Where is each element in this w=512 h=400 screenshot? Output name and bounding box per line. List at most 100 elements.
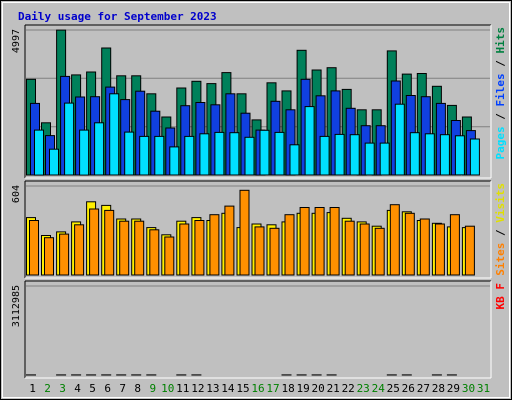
plot-area [25, 281, 491, 378]
bar [344, 220, 355, 276]
day-label: 4 [74, 382, 81, 395]
panel-hits-files-pages: 4997 Pages / Files / Hits [11, 24, 507, 179]
bar [139, 135, 150, 176]
bar [454, 135, 465, 176]
day-label: 16 [251, 382, 264, 395]
day-label: 14 [221, 382, 235, 395]
bar [154, 135, 165, 176]
bar [224, 205, 235, 276]
day-label: 9 [149, 382, 156, 395]
bar [239, 189, 250, 276]
day-label: 30 [462, 382, 475, 395]
day-label: 24 [372, 382, 386, 395]
day-label: 12 [191, 382, 204, 395]
bar [94, 122, 105, 176]
day-label: 27 [417, 382, 430, 395]
legend-item-0: KB F [494, 283, 507, 310]
bar [104, 209, 115, 276]
day-label: 18 [281, 382, 294, 395]
bar [419, 218, 430, 276]
bar [464, 225, 475, 276]
ymax-label: 3112985 [11, 285, 22, 327]
legend-item-0: Pages [494, 120, 507, 160]
bar [64, 102, 75, 176]
bar [304, 106, 315, 176]
bar [329, 207, 340, 276]
legend: Pages / Files / Hits [494, 27, 507, 160]
day-label: 21 [327, 382, 340, 395]
bar [29, 220, 39, 276]
bar [404, 212, 415, 276]
bar [359, 223, 370, 276]
bar [314, 207, 325, 276]
legend-item-0: Sites [494, 236, 507, 276]
bar [209, 214, 220, 276]
legend-item-1: / [494, 107, 507, 120]
panel-kbf: 3112985 KB F [11, 280, 507, 379]
bar [269, 227, 280, 276]
bar [254, 226, 265, 276]
bar [194, 220, 205, 276]
bar [44, 237, 54, 276]
bar [229, 132, 240, 176]
bar [59, 233, 70, 276]
legend-item-3: / [494, 54, 507, 67]
day-label: 31 [477, 382, 490, 395]
bar [469, 138, 480, 176]
bar [349, 134, 360, 176]
bar [259, 129, 270, 176]
day-label: 19 [296, 382, 309, 395]
bar [334, 133, 345, 176]
bar [389, 204, 400, 276]
bar [184, 135, 195, 176]
bar [74, 224, 85, 276]
bar [214, 131, 225, 176]
bar [449, 214, 460, 276]
legend-item-2: Visits [494, 183, 507, 223]
bar [424, 133, 435, 176]
bar [409, 132, 420, 176]
legend-item-1: / [494, 223, 507, 236]
bar [364, 142, 375, 176]
chart-title: Daily usage for September 2023 [18, 10, 217, 23]
bar [134, 220, 145, 276]
bar [89, 208, 100, 276]
day-label: 29 [447, 382, 460, 395]
day-label: 13 [206, 382, 219, 395]
bar [284, 214, 295, 276]
bar [119, 220, 130, 276]
legend-item-2: Files [494, 67, 507, 107]
bar [379, 142, 390, 176]
day-axis: 1 2 3 4 5 6 7 8 9 10 11 12 13 14 15 16 17 18 19 20 21 22 23 24 2… [29, 382, 490, 395]
series-pages [34, 93, 480, 176]
chart-panels: 4997 Pages / Files / Hits 604 Sites / Visit… [11, 24, 507, 379]
day-label: 6 [104, 382, 111, 395]
day-label: 8 [134, 382, 141, 395]
bar [289, 144, 300, 176]
legend: KB F [494, 283, 507, 310]
series-sites [29, 189, 475, 276]
ymax-label: 604 [11, 185, 22, 203]
day-label: 2 [44, 382, 51, 395]
bar [34, 129, 44, 176]
bar [319, 135, 330, 176]
bar [49, 148, 59, 176]
legend-item-4: Hits [494, 27, 507, 54]
bar [299, 207, 310, 276]
bar [244, 136, 255, 176]
day-label: 11 [176, 382, 189, 395]
panel-visits-sites: 604 Sites / Visits [11, 180, 507, 279]
day-label: 17 [266, 382, 279, 395]
day-label: 23 [357, 382, 370, 395]
bar [439, 134, 450, 176]
bar [169, 146, 180, 176]
day-label: 20 [311, 382, 324, 395]
day-label: 25 [387, 382, 400, 395]
day-label: 26 [402, 382, 415, 395]
day-label: 1 [29, 382, 36, 395]
bar [199, 133, 210, 176]
day-label: 7 [119, 382, 126, 395]
bar [274, 131, 285, 176]
